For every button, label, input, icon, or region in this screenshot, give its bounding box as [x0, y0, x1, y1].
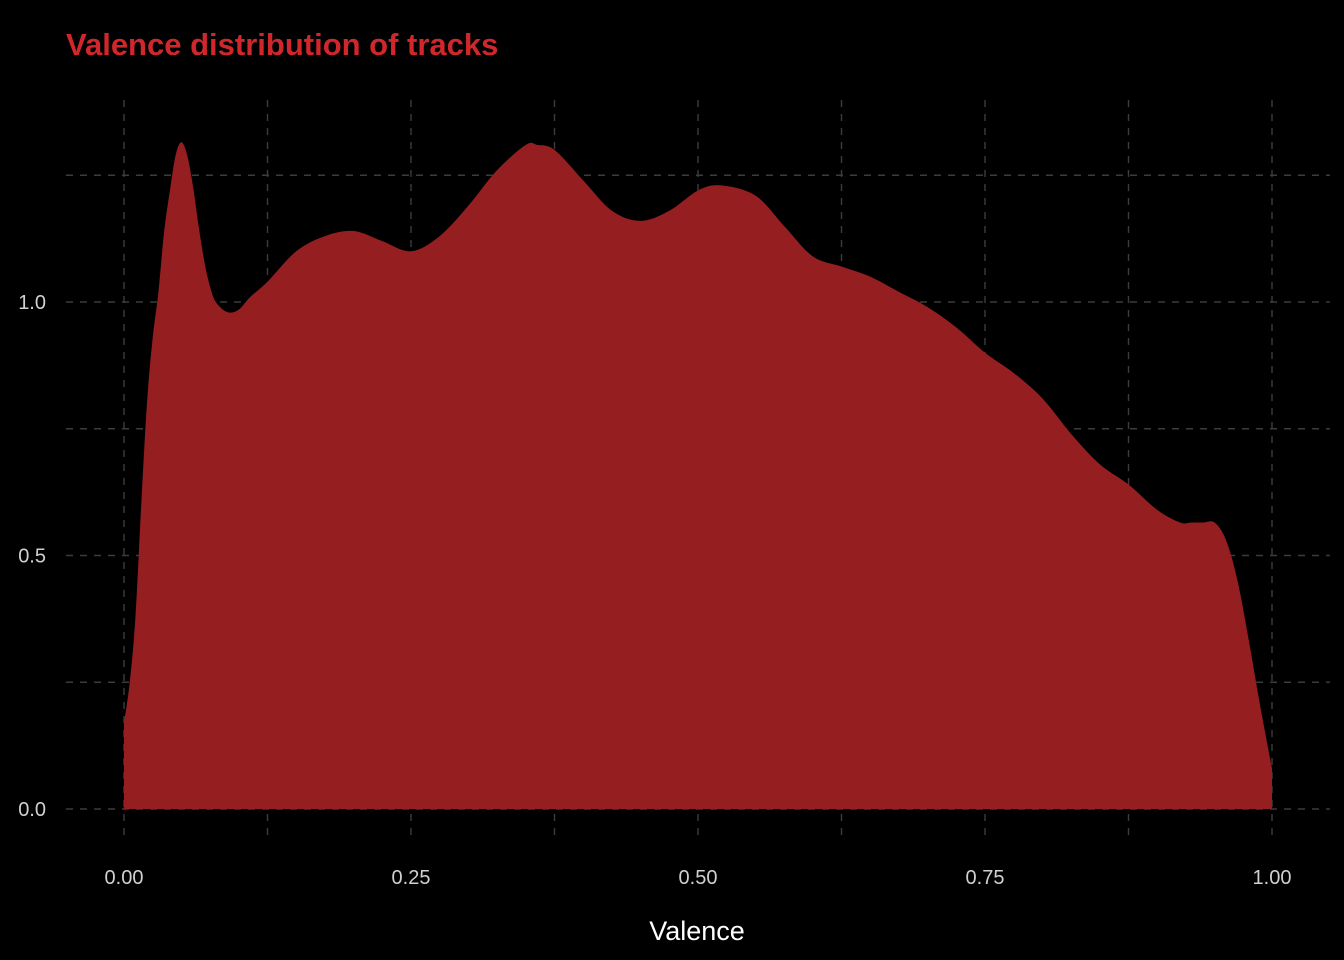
x-tick-label: 0.50 [679, 867, 718, 889]
y-tick-label: 0.0 [18, 799, 46, 821]
x-axis-tick-labels: 0.00 0.25 0.50 0.75 1.00 [105, 867, 1292, 889]
x-tick-label: 0.25 [392, 867, 431, 889]
density-area [124, 142, 1272, 810]
y-tick-label: 0.5 [18, 546, 46, 568]
y-axis-tick-labels: 0.0 0.5 1.0 [18, 292, 46, 821]
x-tick-label: 0.75 [966, 867, 1005, 889]
density-area-layer [124, 142, 1272, 810]
chart-title: Valence distribution of tracks [66, 27, 498, 62]
x-tick-label: 1.00 [1253, 867, 1292, 889]
x-tick-label: 0.00 [105, 867, 144, 889]
y-tick-label: 1.0 [18, 292, 46, 314]
x-axis-title: Valence [649, 916, 745, 946]
